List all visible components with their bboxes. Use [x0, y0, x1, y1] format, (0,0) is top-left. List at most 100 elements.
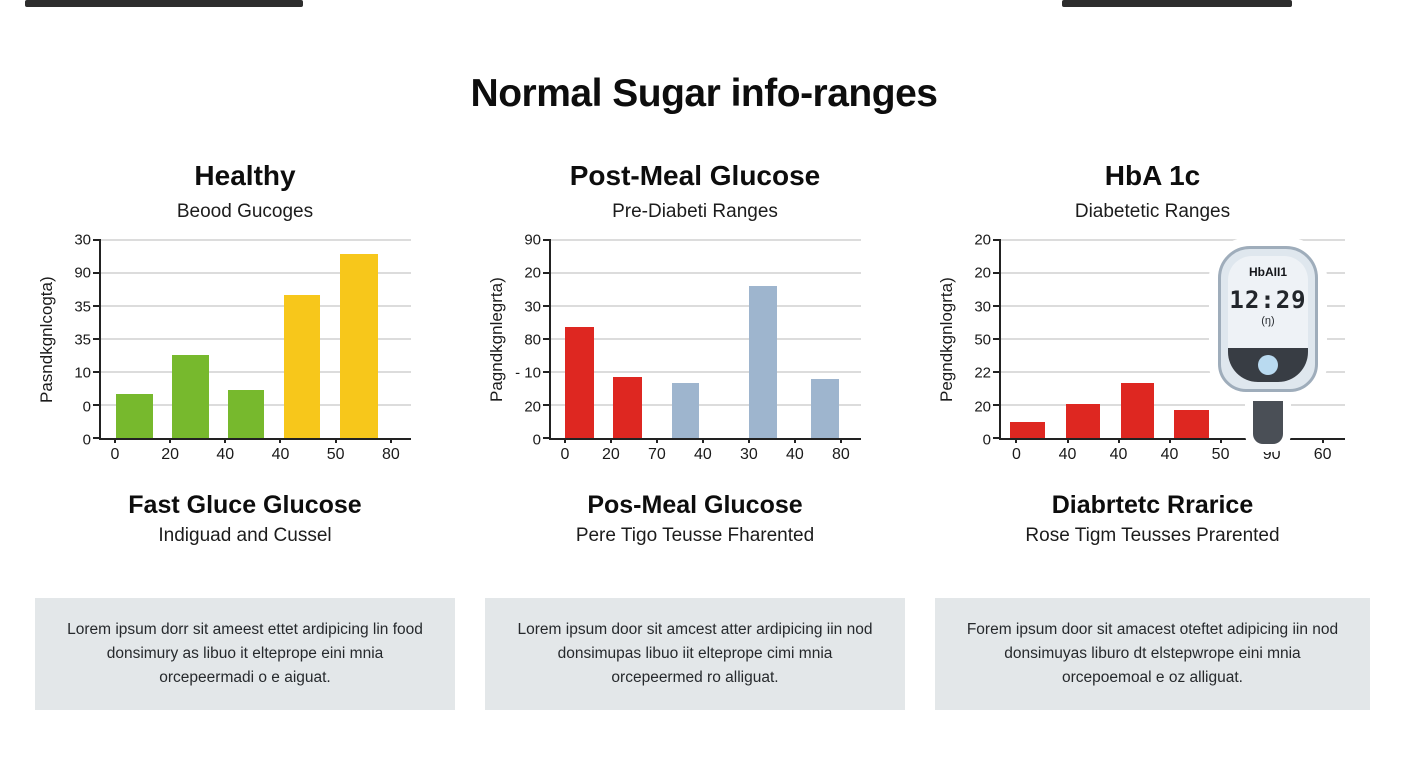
bar [283, 295, 320, 438]
y-tick-label: 0 [532, 431, 541, 449]
x-tick-mark [1321, 438, 1324, 443]
y-tick-label: 90 [524, 231, 541, 249]
x-tick-mark [334, 438, 337, 443]
x-tick-mark [839, 438, 842, 443]
x-tick-label: 80 [381, 446, 400, 463]
y-tick-mark [93, 404, 101, 406]
y-axis-ticks: 30 90 35 35 10 0 0 [59, 232, 99, 449]
x-tick-mark [113, 438, 116, 443]
chart-subtitle: Beood Gucoges [176, 201, 314, 222]
y-tick-mark [993, 338, 1001, 340]
description-box: Lorem ipsum dorr sit ameest ettet ardipi… [35, 598, 455, 710]
panel-hba1c: HbA 1c Diabetetic Ranges Pegndkgnlogrta)… [935, 0, 1370, 768]
x-tick-label: 80 [831, 446, 850, 463]
x-tick-mark [224, 438, 227, 443]
y-tick-label: 20 [974, 398, 991, 416]
panel-footer-subtitle: Indiguad and Cussel [158, 525, 332, 546]
gridline [101, 370, 411, 373]
y-tick-mark [993, 304, 1001, 307]
x-tick-label: 0 [1012, 446, 1021, 463]
panel-footer-subtitle: Pere Tigo Teusse Fharented [575, 525, 815, 546]
x-tick-mark [655, 438, 658, 443]
gridline [101, 271, 411, 274]
gridline [101, 304, 411, 307]
x-tick-mark [1066, 438, 1069, 443]
panel-footer-title: Diabrtetc Rrarice [1051, 491, 1254, 519]
y-tick-mark [993, 404, 1001, 406]
y-tick-mark [93, 271, 101, 274]
gridline [1001, 370, 1345, 373]
y-tick-label: 0 [82, 398, 91, 416]
bar [811, 378, 840, 438]
gridline [101, 338, 411, 340]
y-tick-label: 30 [74, 231, 91, 249]
x-tick-label: 50 [1211, 446, 1230, 463]
y-tick-mark [543, 338, 551, 340]
y-tick-mark [543, 304, 551, 307]
gridline [1001, 404, 1345, 406]
glucose-meter-body: HbAII1 12:29 (ŋ) [1218, 246, 1318, 392]
y-tick-label: 20 [974, 231, 991, 249]
y-tick-label: - 10 [515, 364, 541, 382]
description-box: Forem ipsum door sit amacest oteftet adi… [935, 598, 1370, 710]
y-axis-label: Pasndkgnlcogta) [37, 276, 56, 404]
glucose-meter-reading: 12:29 [1229, 286, 1307, 314]
gridline [551, 239, 861, 241]
x-tick-mark [609, 438, 612, 443]
y-tick-label: 30 [524, 298, 541, 316]
y-tick-mark [993, 370, 1001, 373]
bar [748, 285, 777, 438]
x-tick-label: 20 [602, 446, 620, 463]
y-axis-label: Pegndkgnlogrta) [937, 277, 956, 403]
x-tick-label: 70 [648, 446, 666, 463]
x-tick-mark [747, 438, 750, 443]
x-tick-mark [563, 438, 566, 443]
x-tick-label: 40 [216, 446, 235, 463]
y-tick-mark [93, 239, 101, 241]
glucose-meter-test-strip [1253, 384, 1283, 444]
top-right-artifact-bar [1062, 0, 1292, 7]
y-tick-mark [543, 370, 551, 373]
y-tick-mark [993, 271, 1001, 274]
gridline [551, 304, 861, 307]
bar [1065, 404, 1100, 438]
chart-title: HbA 1c [1104, 160, 1201, 191]
x-tick-mark [169, 438, 172, 443]
y-tick-mark [93, 370, 101, 373]
gridline [551, 338, 861, 340]
y-tick-label: 20 [524, 398, 541, 416]
y-tick-mark [93, 338, 101, 340]
gridline [551, 404, 861, 406]
x-tick-mark [701, 438, 704, 443]
y-tick-label: 35 [74, 331, 91, 349]
y-tick-label: 30 [974, 298, 991, 316]
y-tick-label: 0 [982, 431, 991, 449]
y-axis-ticks: 90 20 30 80 - 10 20 0 [509, 232, 549, 449]
y-tick-label: 20 [524, 264, 541, 282]
panel-footer-title: Fast Gluce Glucose [128, 491, 362, 519]
x-tick-label: 40 [1058, 446, 1077, 463]
x-tick-mark [793, 438, 796, 443]
x-tick-mark [389, 438, 392, 443]
bar [564, 327, 594, 438]
x-tick-label: 50 [326, 446, 345, 463]
x-tick-label: 40 [785, 446, 804, 463]
panel-footer-title: Pos-Meal Glucose [587, 491, 803, 519]
description-box: Lorem ipsum door sit amcest atter ardipi… [485, 598, 905, 710]
gridline [101, 239, 411, 241]
bar [1010, 422, 1046, 438]
chart-area: Pegndkgnlogrta) 20 20 30 50 22 20 0 0 40 40 40 50 9… [935, 232, 1345, 463]
bar [671, 382, 700, 438]
y-tick-label: 0 [82, 431, 91, 449]
gridline [1001, 304, 1345, 307]
chart-title: Post-Meal Glucose [569, 160, 821, 191]
gridline [551, 271, 861, 274]
chart-title: Healthy [194, 160, 296, 191]
bar [228, 390, 264, 438]
y-tick-label: 80 [524, 331, 541, 349]
y-tick-mark [93, 437, 101, 439]
bar [340, 253, 378, 438]
x-tick-label: 60 [1313, 446, 1332, 463]
y-tick-label: 35 [74, 298, 91, 316]
glucose-meter-button-icon [1258, 355, 1278, 375]
